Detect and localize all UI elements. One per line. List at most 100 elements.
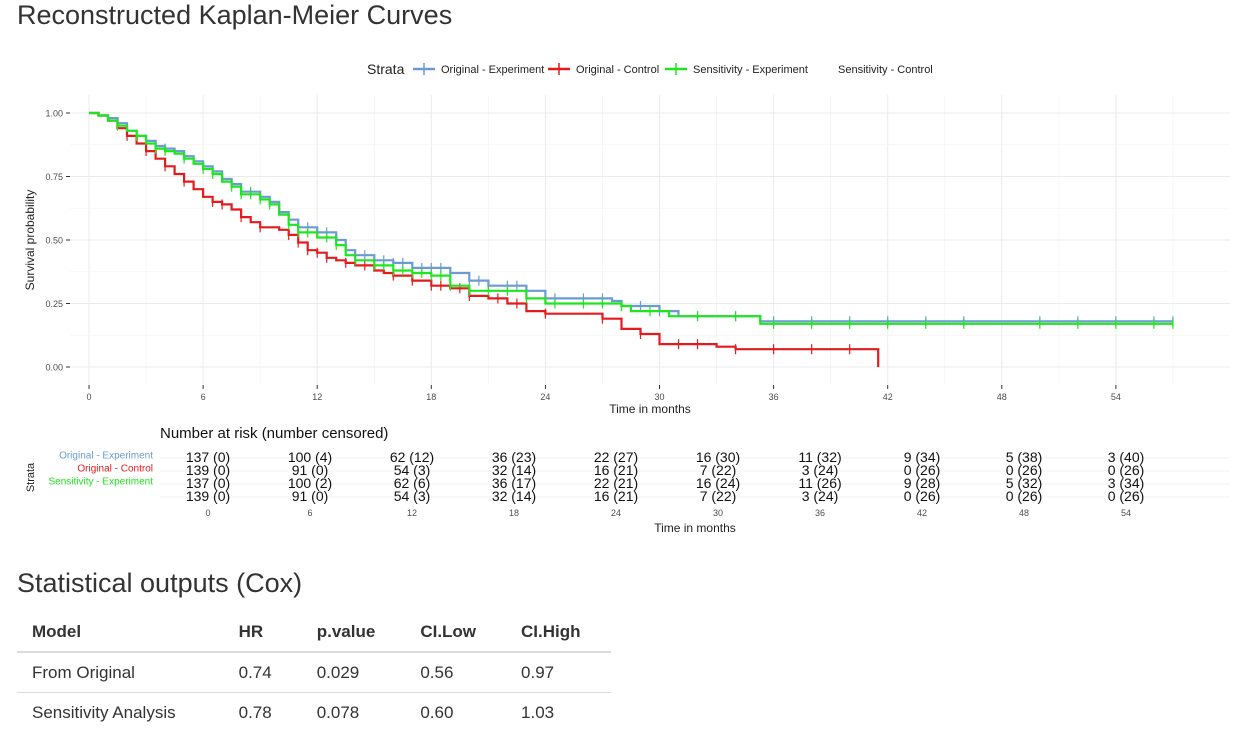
cell-pvalue: 0.078: [316, 702, 360, 722]
cell-model: Sensitivity Analysis: [32, 702, 176, 722]
table-row: Sensitivity Analysis 0.78 0.078 0.60 1.0…: [17, 693, 611, 733]
x-tick-label: 48: [997, 392, 1007, 402]
x-tick-label: 42: [883, 392, 893, 402]
table-header-row: Model HR p.value CI.Low CI.High: [17, 612, 611, 653]
risk-cell: 9 (28): [904, 475, 941, 491]
risk-x-tick-label: 24: [611, 508, 621, 518]
x-tick-label: 36: [769, 392, 779, 402]
risk-cell: 16 (21): [594, 488, 638, 504]
risk-cell: 54 (3): [394, 488, 431, 504]
x-tick-label: 12: [312, 392, 322, 402]
legend-label: Sensitivity - Control: [838, 64, 933, 76]
risk-cell: 54 (3): [394, 462, 431, 478]
risk-cell: 16 (30): [696, 449, 740, 465]
x-tick-label: 18: [426, 392, 436, 402]
risk-x-tick-label: 42: [917, 508, 927, 518]
risk-x-tick-label: 0: [205, 508, 210, 518]
legend-title: Strata: [367, 61, 405, 77]
header-pvalue: p.value: [301, 612, 406, 653]
risk-row-label: Sensitivity - Experiment: [49, 477, 154, 488]
risk-cell: 0 (26): [1108, 488, 1145, 504]
risk-x-tick-label: 30: [713, 508, 723, 518]
risk-x-tick-label: 48: [1019, 508, 1029, 518]
risk-cell: 36 (17): [492, 475, 536, 491]
x-tick-label: 6: [201, 392, 206, 402]
risk-cell: 91 (0): [292, 462, 329, 478]
risk-x-tick-label: 54: [1121, 508, 1131, 518]
header-hr: HR: [223, 612, 302, 653]
risk-cell: 0 (26): [1108, 462, 1145, 478]
header-ci-low: CI.Low: [405, 612, 507, 653]
x-tick-label: 30: [655, 392, 665, 402]
risk-x-tick-label: 36: [815, 508, 825, 518]
risk-cell: 5 (38): [1006, 449, 1043, 465]
legend-label: Original - Control: [576, 64, 659, 76]
stats-title: Statistical outputs (Cox): [17, 568, 303, 598]
risk-cell: 139 (0): [186, 488, 230, 504]
risk-cell: 137 (0): [186, 449, 230, 465]
risk-cell: 91 (0): [292, 488, 329, 504]
cell-hr: 0.74: [223, 652, 302, 693]
risk-cell: 3 (34): [1108, 475, 1145, 491]
risk-table-title: Number at risk (number censored): [160, 425, 388, 442]
table-row: From Original 0.74 0.029 0.56 0.97: [17, 652, 611, 693]
header-ci-high: CI.High: [506, 612, 611, 653]
risk-cell: 16 (21): [594, 462, 638, 478]
risk-cell: 139 (0): [186, 462, 230, 478]
cell-pvalue: 0.029: [301, 652, 406, 693]
risk-x-tick-label: 12: [407, 508, 417, 518]
risk-cell: 7 (22): [700, 462, 737, 478]
risk-row-label: Original - Experiment: [59, 451, 153, 462]
risk-x-axis-label: Time in months: [654, 521, 736, 535]
cell-hr: 0.78: [238, 702, 272, 722]
x-tick-label: 24: [540, 392, 550, 402]
y-tick-label: 0.50: [45, 236, 63, 246]
x-tick-label: 54: [1111, 392, 1121, 402]
risk-cell: 11 (26): [798, 475, 841, 491]
risk-cell: 62 (6): [394, 475, 431, 491]
risk-table-y-title: Strata: [25, 462, 37, 492]
risk-cell: 137 (0): [186, 475, 230, 491]
risk-cell: 0 (26): [904, 462, 941, 478]
km-figure: Strata Original - Experiment Original - Co…: [23, 61, 1230, 535]
risk-cell: 22 (21): [594, 475, 638, 491]
risk-cell: 22 (27): [594, 449, 638, 465]
risk-cell: 32 (14): [492, 488, 536, 504]
legend-label: Original - Experiment: [441, 64, 544, 76]
risk-cell: 0 (26): [904, 488, 941, 504]
y-tick-label: 0.25: [45, 299, 63, 309]
risk-cell: 0 (26): [1006, 488, 1043, 504]
y-axis-label: Survival probability: [23, 190, 37, 291]
risk-cell: 16 (24): [696, 475, 740, 491]
risk-cell: 3 (24): [802, 462, 839, 478]
risk-cell: 32 (14): [492, 462, 536, 478]
risk-cell: 7 (22): [700, 488, 737, 504]
risk-row-label: Original - Control: [77, 464, 153, 475]
x-tick-label: 0: [87, 392, 92, 402]
risk-cell: 0 (26): [1006, 462, 1043, 478]
y-tick-label: 1.00: [45, 109, 63, 119]
risk-cell: 36 (23): [492, 449, 536, 465]
cell-ci-low: 0.60: [420, 702, 454, 722]
page-title: Reconstructed Kaplan-Meier Curves: [17, 0, 453, 30]
risk-cell: 3 (24): [802, 488, 839, 504]
cox-stats-table: Model HR p.value CI.Low CI.High From Ori…: [17, 612, 611, 732]
risk-x-tick-label: 6: [307, 508, 312, 518]
y-tick-label: 0.75: [45, 172, 63, 182]
risk-cell: 62 (12): [390, 449, 434, 465]
cell-ci-high: 1.03: [521, 702, 555, 722]
cell-ci-low: 0.56: [405, 652, 507, 693]
risk-cell: 100 (4): [288, 449, 332, 465]
header-model: Model: [17, 612, 224, 653]
cell-model: From Original: [17, 652, 224, 693]
x-axis-label: Time in months: [609, 402, 691, 416]
risk-cell: 3 (40): [1108, 449, 1145, 465]
cell-ci-high: 0.97: [506, 652, 611, 693]
y-tick-label: 0.00: [45, 363, 63, 373]
risk-cell: 100 (2): [288, 475, 332, 491]
legend-label: Sensitivity - Experiment: [693, 64, 808, 76]
risk-cell: 5 (32): [1006, 475, 1043, 491]
risk-x-tick-label: 18: [509, 508, 519, 518]
risk-cell: 9 (34): [904, 449, 941, 465]
risk-cell: 11 (32): [798, 449, 841, 465]
